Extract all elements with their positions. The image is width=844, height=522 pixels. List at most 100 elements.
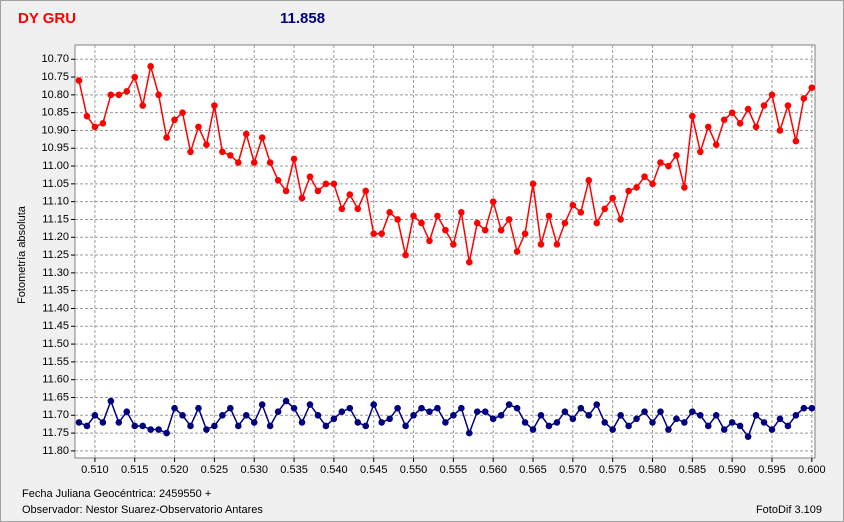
data-point xyxy=(99,120,107,127)
data-point xyxy=(187,148,194,156)
data-point xyxy=(163,429,170,437)
data-point xyxy=(211,102,218,109)
data-point xyxy=(242,411,250,419)
data-point xyxy=(545,212,553,220)
data-point xyxy=(752,411,760,419)
data-point xyxy=(195,123,202,131)
data-point xyxy=(75,419,83,426)
x-tick-label: 0.560 xyxy=(479,464,507,476)
data-point xyxy=(673,415,680,423)
data-point xyxy=(163,134,170,141)
data-point xyxy=(394,216,401,223)
y-tick-label: 11.00 xyxy=(42,160,69,172)
data-point xyxy=(75,77,83,84)
data-point xyxy=(657,408,664,416)
data-point xyxy=(298,194,306,202)
data-point xyxy=(155,426,162,433)
data-point xyxy=(593,401,601,408)
data-point xyxy=(553,419,561,426)
data-point xyxy=(386,415,393,423)
x-tick-label: 0.590 xyxy=(718,464,746,476)
y-tick-label: 10.80 xyxy=(41,89,69,101)
data-point xyxy=(426,408,433,416)
data-point xyxy=(736,120,744,127)
data-point xyxy=(346,404,354,412)
x-tick-label: 0.565 xyxy=(519,464,547,476)
y-tick-label: 11.15 xyxy=(42,213,69,225)
data-point xyxy=(402,251,409,259)
data-point xyxy=(768,91,776,99)
x-tick-label: 0.520 xyxy=(161,464,189,476)
y-tick-label: 10.95 xyxy=(41,142,69,154)
data-point xyxy=(728,109,736,116)
data-point xyxy=(203,141,210,148)
data-point xyxy=(330,415,338,423)
y-tick-label: 11.45 xyxy=(42,320,69,332)
data-point xyxy=(354,419,362,426)
footer-date: Fecha Juliana Geocéntrica: 2459550 + xyxy=(22,488,211,500)
x-tick-label: 0.570 xyxy=(559,464,587,476)
data-point xyxy=(561,219,569,227)
data-point xyxy=(282,397,290,405)
data-point xyxy=(553,241,561,248)
data-point xyxy=(537,411,545,419)
x-tick-label: 0.585 xyxy=(679,464,707,476)
data-point xyxy=(330,180,338,188)
data-point xyxy=(314,187,322,195)
x-tick-label: 0.575 xyxy=(599,464,627,476)
data-point xyxy=(394,404,401,412)
x-tick-label: 0.600 xyxy=(798,464,826,476)
data-point xyxy=(696,411,704,419)
data-point xyxy=(712,141,720,148)
data-point xyxy=(585,176,593,184)
data-point xyxy=(792,137,800,145)
data-point xyxy=(808,404,816,412)
data-point xyxy=(171,404,178,412)
data-point xyxy=(521,419,529,426)
y-tick-label: 11.05 xyxy=(42,178,69,190)
y-tick-label: 11.20 xyxy=(42,231,69,243)
data-point xyxy=(314,411,322,419)
data-point xyxy=(529,180,537,188)
data-point xyxy=(410,411,417,419)
data-point xyxy=(426,237,433,245)
x-tick-label: 0.595 xyxy=(758,464,786,476)
data-point xyxy=(250,419,258,426)
data-point xyxy=(561,408,569,416)
data-point xyxy=(505,216,513,223)
data-point xyxy=(227,404,234,412)
data-point xyxy=(545,422,553,430)
y-tick-label: 10.85 xyxy=(41,107,69,119)
data-point xyxy=(760,102,768,109)
data-point xyxy=(354,205,362,213)
data-point xyxy=(473,219,481,227)
data-point xyxy=(306,173,314,181)
data-point xyxy=(673,152,680,159)
data-point xyxy=(481,226,489,234)
data-point xyxy=(481,408,489,416)
data-point xyxy=(179,411,186,419)
magnitude: 11.858 xyxy=(280,10,325,27)
data-point xyxy=(274,176,282,184)
data-point xyxy=(187,422,194,430)
data-point xyxy=(633,415,640,423)
data-point xyxy=(91,411,99,419)
data-point xyxy=(99,419,107,426)
data-point xyxy=(123,87,131,95)
data-point xyxy=(338,408,346,416)
data-point xyxy=(465,429,473,437)
data-point xyxy=(728,419,736,426)
data-point xyxy=(219,148,226,156)
data-point xyxy=(131,422,139,430)
data-point xyxy=(211,422,218,430)
y-tick-label: 11.25 xyxy=(42,249,69,261)
data-point xyxy=(633,184,640,191)
data-point xyxy=(712,411,720,419)
data-point xyxy=(808,84,816,92)
data-point xyxy=(800,404,808,412)
y-tick-label: 11.80 xyxy=(42,445,69,457)
data-point xyxy=(720,116,728,124)
data-point xyxy=(155,91,162,99)
x-tick-label: 0.540 xyxy=(320,464,348,476)
